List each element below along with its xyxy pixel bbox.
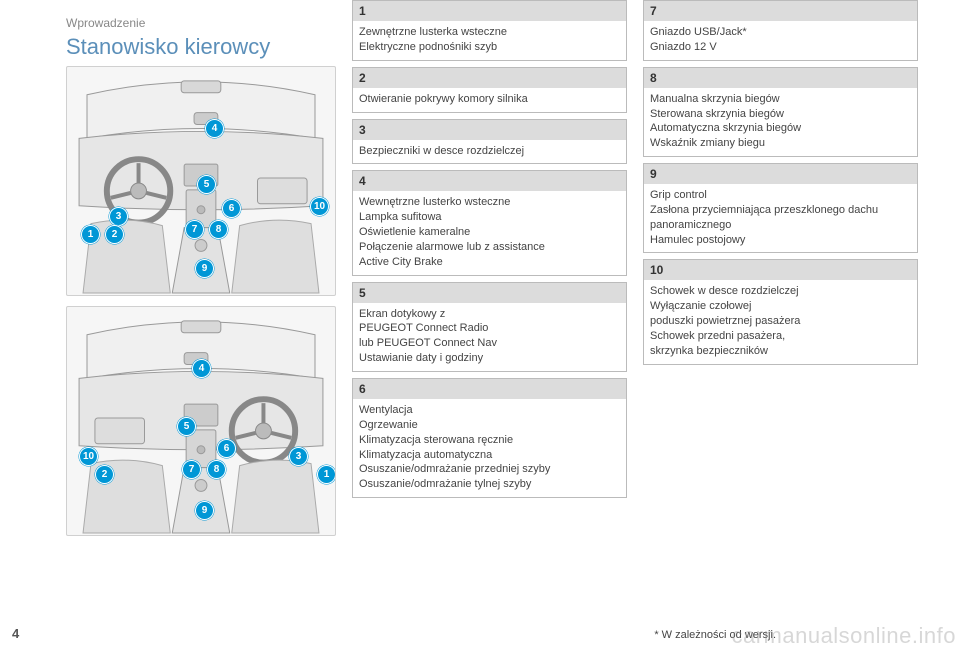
callout-badge-9: 9 (195, 259, 214, 278)
info-box-line: lub PEUGEOT Connect Nav (359, 336, 620, 351)
info-box-line: Gniazdo USB/Jack* (650, 25, 911, 40)
info-box-line: Schowek w desce rozdzielczej (650, 284, 911, 299)
info-box-number: 2 (353, 68, 626, 88)
info-box-line: Osuszanie/odmrażanie tylnej szyby (359, 477, 620, 492)
info-box-number: 6 (353, 379, 626, 399)
info-box-line: Wentylacja (359, 403, 620, 418)
info-box-10: 10Schowek w desce rozdzielczejWyłączanie… (643, 259, 918, 364)
info-box-line: poduszki powietrznej pasażera (650, 314, 911, 329)
callout-badge-5: 5 (197, 175, 216, 194)
info-box-line: Zewnętrzne lusterka wsteczne (359, 25, 620, 40)
info-box-line: Gniazdo 12 V (650, 40, 911, 55)
info-box-line: Wskaźnik zmiany biegu (650, 136, 911, 151)
info-box-line: Oświetlenie kameralne (359, 225, 620, 240)
info-box-line: Połączenie alarmowe lub z assistance (359, 240, 620, 255)
info-box-2: 2 Otwieranie pokrywy komory silnika (352, 67, 627, 113)
callout-badge-7: 7 (182, 460, 201, 479)
info-box-line: Klimatyzacja automatyczna (359, 448, 620, 463)
info-box-number: 7 (644, 1, 917, 21)
info-box-number: 8 (644, 68, 917, 88)
info-box-line: Schowek przedni pasażera, (650, 329, 911, 344)
callout-badge-4: 4 (192, 359, 211, 378)
callout-badge-2: 2 (95, 465, 114, 484)
info-box-line: Sterowana skrzynia biegów (650, 107, 911, 122)
callout-badge-3: 3 (109, 207, 128, 226)
info-box-body: Gniazdo USB/Jack*Gniazdo 12 V (644, 21, 917, 60)
callout-badge-7: 7 (185, 220, 204, 239)
callout-badge-1: 1 (81, 225, 100, 244)
footnote: * W zależności od wersji. (24, 629, 776, 641)
info-box-line: Lampka sufitowa (359, 210, 620, 225)
info-box-line: Manualna skrzynia biegów (650, 92, 911, 107)
info-box-line: Ogrzewanie (359, 418, 620, 433)
info-box-6: 6WentylacjaOgrzewanieKlimatyzacja sterow… (352, 378, 627, 498)
info-box-line: Elektryczne podnośniki szyb (359, 40, 620, 55)
info-box-number: 3 (353, 120, 626, 140)
info-box-body: Manualna skrzynia biegówSterowana skrzyn… (644, 88, 917, 156)
info-box-number: 5 (353, 283, 626, 303)
dashboard-illustration-rhd: 4 5 6 31 2 78 10 9 (66, 306, 336, 536)
info-box-4: 4Wewnętrzne lusterko wsteczneLampka sufi… (352, 170, 627, 275)
callout-badge-10: 10 (310, 197, 329, 216)
info-box-body: Wewnętrzne lusterko wsteczneLampka sufit… (353, 191, 626, 274)
callout-badge-1: 1 (317, 465, 336, 484)
info-box-3: 3 Bezpieczniki w desce rozdzielczej (352, 119, 627, 165)
info-box-line: Ekran dotykowy z (359, 307, 620, 322)
info-box-line: Osuszanie/odmrażanie przedniej szyby (359, 462, 620, 477)
info-box-number: 1 (353, 1, 626, 21)
info-box-line: Bezpieczniki w desce rozdzielczej (359, 144, 620, 159)
info-box-line: Klimatyzacja sterowana ręcznie (359, 433, 620, 448)
callout-badge-6: 6 (222, 199, 241, 218)
callout-badge-8: 8 (207, 460, 226, 479)
page-title: Stanowisko kierowcy (66, 34, 336, 60)
info-box-9: 9Grip controlZasłona przyciemniająca prz… (643, 163, 918, 253)
callout-badge-4: 4 (205, 119, 224, 138)
info-box-body: Bezpieczniki w desce rozdzielczej (353, 140, 626, 164)
info-box-line: Grip control (650, 188, 911, 203)
info-box-line: skrzynka bezpieczników (650, 344, 911, 359)
info-box-number: 4 (353, 171, 626, 191)
watermark: carmanualsonline.info (731, 623, 956, 649)
info-box-line: Wyłączanie czołowej (650, 299, 911, 314)
info-box-7: 7Gniazdo USB/Jack*Gniazdo 12 V (643, 0, 918, 61)
info-box-line: Otwieranie pokrywy komory silnika (359, 92, 620, 107)
info-box-line: Hamulec postojowy (650, 233, 911, 248)
info-box-line: Active City Brake (359, 255, 620, 270)
callout-badge-9: 9 (195, 501, 214, 520)
info-box-line: Wewnętrzne lusterko wsteczne (359, 195, 620, 210)
info-column-2: 7Gniazdo USB/Jack*Gniazdo 12 V8Manualna … (643, 0, 918, 625)
info-box-body: Grip controlZasłona przyciemniająca prze… (644, 184, 917, 252)
info-column-1: 1Zewnętrzne lusterka wsteczneElektryczne… (352, 0, 627, 625)
page-number: 4 (12, 626, 19, 641)
info-box-number: 10 (644, 260, 917, 280)
info-box-8: 8Manualna skrzynia biegówSterowana skrzy… (643, 67, 918, 157)
callout-badge-3: 3 (289, 447, 308, 466)
dashboard-illustration-lhd: 4 5 312 678 10 9 (66, 66, 336, 296)
info-box-line: Zasłona przyciemniająca przeszklonego da… (650, 203, 911, 233)
info-box-body: Schowek w desce rozdzielczejWyłączanie c… (644, 280, 917, 363)
info-box-number: 9 (644, 164, 917, 184)
callout-badge-10: 10 (79, 447, 98, 466)
callout-badge-8: 8 (209, 220, 228, 239)
info-box-body: Otwieranie pokrywy komory silnika (353, 88, 626, 112)
info-box-line: PEUGEOT Connect Radio (359, 321, 620, 336)
info-box-line: Automatyczna skrzynia biegów (650, 121, 911, 136)
callout-badge-2: 2 (105, 225, 124, 244)
callout-badge-5: 5 (177, 417, 196, 436)
info-box-1: 1Zewnętrzne lusterka wsteczneElektryczne… (352, 0, 627, 61)
info-box-body: Ekran dotykowy zPEUGEOT Connect Radiolub… (353, 303, 626, 371)
callout-badge-6: 6 (217, 439, 236, 458)
info-box-line: Ustawianie daty i godziny (359, 351, 620, 366)
info-box-5: 5Ekran dotykowy zPEUGEOT Connect Radiolu… (352, 282, 627, 372)
info-box-body: Zewnętrzne lusterka wsteczneElektryczne … (353, 21, 626, 60)
info-box-body: WentylacjaOgrzewanieKlimatyzacja sterowa… (353, 399, 626, 497)
